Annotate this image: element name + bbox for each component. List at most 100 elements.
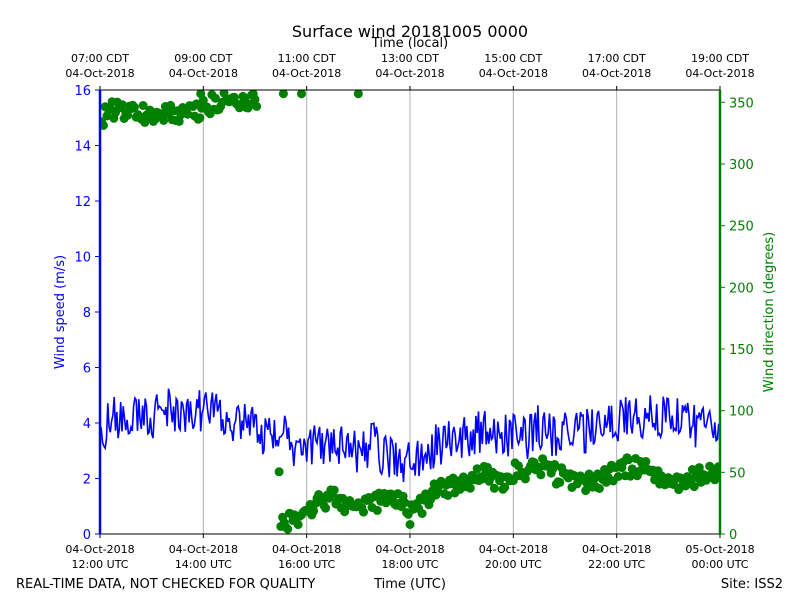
wind-direction-point: [283, 524, 293, 534]
series-layer: [100, 90, 720, 534]
x-tick-label-date: 04-Oct-2018: [582, 543, 651, 556]
right-tick-label: 300: [729, 158, 754, 173]
wind-direction-point: [472, 464, 482, 474]
wind-direction-point: [196, 90, 206, 99]
right-tick-label: 100: [729, 405, 754, 420]
wind-direction-point: [145, 105, 155, 115]
wind-direction-point: [694, 463, 704, 473]
footer-quality-note: REAL-TIME DATA, NOT CHECKED FOR QUALITY: [16, 577, 315, 592]
x-tick-label-date: 04-Oct-2018: [375, 543, 444, 556]
top-tick-label-time: 15:00 CDT: [484, 52, 542, 65]
wind-speed-line: [100, 388, 720, 483]
wind-direction-point: [443, 490, 453, 500]
left-tick-label: 16: [74, 84, 91, 99]
x-tick-label-date: 04-Oct-2018: [479, 543, 548, 556]
right-tick-label: 250: [729, 220, 754, 235]
left-tick-label: 4: [83, 417, 91, 432]
wind-direction-point: [274, 467, 284, 477]
wind-direction-point: [417, 509, 427, 518]
top-tick-label-date: 04-Oct-2018: [65, 67, 134, 80]
wind-direction-point: [278, 90, 288, 99]
wind-direction-point: [100, 121, 108, 130]
left-tick-label: 12: [74, 195, 91, 210]
wind-direction-point: [500, 482, 510, 492]
right-tick-label: 350: [729, 96, 754, 111]
wind-direction-point: [293, 520, 303, 530]
top-tick-label-time: 11:00 CDT: [278, 52, 336, 65]
x-tick-label-time: 18:00 UTC: [381, 558, 438, 571]
wind-direction-point: [555, 477, 565, 487]
wind-direction-point: [477, 474, 487, 484]
top-tick-label-date: 04-Oct-2018: [685, 67, 754, 80]
wind-direction-point: [329, 485, 339, 495]
top-tick-label-time: 07:00 CDT: [71, 52, 129, 65]
bottom-axis-label: Time (UTC): [373, 577, 446, 592]
wind-direction-point: [359, 507, 368, 517]
right-tick-label: 150: [729, 343, 754, 358]
top-tick-label-date: 04-Oct-2018: [169, 67, 238, 80]
left-tick-label: 6: [83, 362, 91, 377]
wind-direction-point: [405, 520, 415, 529]
wind-direction-point: [372, 505, 382, 515]
top-tick-label-date: 04-Oct-2018: [582, 67, 651, 80]
left-tick-label: 14: [74, 140, 91, 155]
left-tick-label: 2: [83, 473, 91, 488]
top-tick-label-date: 04-Oct-2018: [479, 67, 548, 80]
right-tick-label: 50: [729, 466, 746, 481]
wind-direction-point: [520, 474, 530, 484]
right-tick-label: 0: [729, 528, 737, 543]
x-tick-label-date: 04-Oct-2018: [65, 543, 134, 556]
wind-direction-point: [489, 483, 499, 493]
wind-direction-point: [536, 470, 546, 480]
x-tick-label-time: 14:00 UTC: [175, 558, 232, 571]
top-tick-label-time: 17:00 CDT: [588, 52, 646, 65]
wind-direction-point: [138, 101, 148, 110]
wind-direction-point: [210, 93, 220, 103]
left-tick-label: 8: [83, 306, 91, 321]
x-tick-label-date: 04-Oct-2018: [272, 543, 341, 556]
wind-direction-point: [250, 94, 260, 104]
x-tick-label-time: 20:00 UTC: [485, 558, 542, 571]
wind-direction-point: [353, 90, 363, 99]
left-tick-label: 0: [83, 528, 91, 543]
wind-direction-point: [624, 455, 634, 465]
footer-site: Site: ISS2: [721, 577, 783, 592]
x-tick-label-time: 22:00 UTC: [588, 558, 645, 571]
wind-direction-point: [195, 113, 205, 123]
right-axis-label: Wind direction (degrees): [762, 232, 777, 392]
wind-direction-point: [183, 109, 193, 119]
wind-direction-point: [117, 100, 127, 110]
wind-direction-point: [550, 460, 560, 469]
wind-direction-point: [240, 93, 250, 103]
x-tick-label-time: 16:00 UTC: [278, 558, 335, 571]
wind-direction-point: [713, 462, 720, 472]
wind-direction-point: [140, 117, 150, 127]
axes-layer: 04-Oct-2018 12:00 UTC 04-Oct-2018 14:00 UTC…: [65, 52, 754, 571]
wind-direction-point: [309, 506, 319, 516]
left-axis-label: Wind speed (m/s): [53, 255, 68, 369]
series-wind-speed: [100, 388, 720, 483]
right-tick-label: 200: [729, 281, 754, 296]
left-tick-label: 10: [74, 251, 91, 266]
top-tick-label-date: 04-Oct-2018: [375, 67, 444, 80]
wind-direction-point: [400, 498, 410, 508]
wind-direction-point: [689, 482, 699, 492]
series-wind-direction: [100, 90, 720, 534]
top-axis-label: Time (local): [371, 36, 448, 51]
wind-direction-point: [159, 115, 169, 125]
top-tick-label-date: 04-Oct-2018: [272, 67, 341, 80]
wind-direction-point: [465, 483, 475, 493]
top-tick-label-time: 13:00 CDT: [381, 52, 439, 65]
chart-title: Surface wind 20181005 0000: [292, 22, 528, 41]
top-tick-label-time: 19:00 CDT: [691, 52, 749, 65]
x-tick-label-time: 12:00 UTC: [71, 558, 128, 571]
x-tick-label-time: 00:00 UTC: [691, 558, 748, 571]
wind-direction-point: [252, 101, 262, 111]
wind-direction-point: [641, 457, 651, 466]
x-tick-label-date: 05-Oct-2018: [685, 543, 754, 556]
wind-direction-point: [613, 472, 623, 481]
wind-direction-point: [129, 102, 139, 112]
x-tick-label-date: 04-Oct-2018: [169, 543, 238, 556]
